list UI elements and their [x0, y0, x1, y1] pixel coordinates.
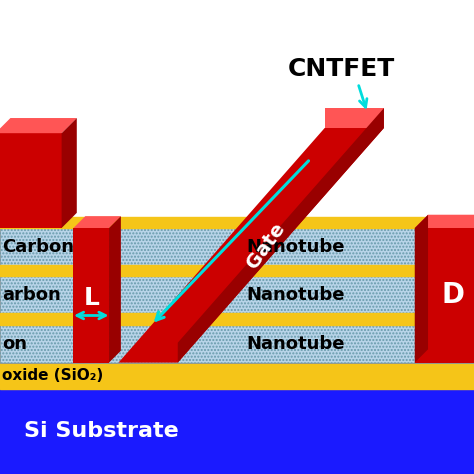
- Bar: [0, 313, 474, 325]
- Text: Carbon: Carbon: [2, 238, 74, 256]
- Bar: [0, 389, 474, 474]
- Polygon shape: [325, 108, 384, 128]
- Text: Gate: Gate: [243, 219, 288, 272]
- Bar: [0, 363, 474, 389]
- Polygon shape: [178, 108, 384, 363]
- Bar: [0, 325, 474, 363]
- Bar: [415, 228, 474, 363]
- Bar: [0, 276, 474, 314]
- Polygon shape: [62, 118, 77, 228]
- Text: W: W: [198, 156, 228, 188]
- Polygon shape: [415, 215, 428, 363]
- Bar: [0, 276, 474, 314]
- Text: D: D: [441, 281, 464, 310]
- Text: CNTFET: CNTFET: [288, 57, 395, 81]
- Bar: [73, 228, 109, 363]
- Polygon shape: [0, 118, 77, 133]
- Text: Si Substrate: Si Substrate: [24, 421, 178, 441]
- Bar: [0, 228, 474, 266]
- Text: on: on: [2, 335, 27, 353]
- Polygon shape: [118, 128, 384, 363]
- Text: L: L: [83, 286, 99, 310]
- Bar: [0, 217, 474, 228]
- Text: Nanotube: Nanotube: [246, 286, 345, 304]
- Polygon shape: [109, 216, 121, 363]
- Text: oxide (SiO₂): oxide (SiO₂): [2, 368, 104, 383]
- Text: Nanotube: Nanotube: [246, 335, 345, 353]
- Bar: [0, 228, 474, 266]
- Text: Nanotube: Nanotube: [246, 238, 345, 256]
- Text: arbon: arbon: [2, 286, 61, 304]
- Bar: [0, 325, 474, 363]
- Bar: [0, 265, 474, 276]
- Polygon shape: [73, 216, 121, 228]
- Polygon shape: [415, 215, 474, 228]
- Bar: [0, 133, 62, 228]
